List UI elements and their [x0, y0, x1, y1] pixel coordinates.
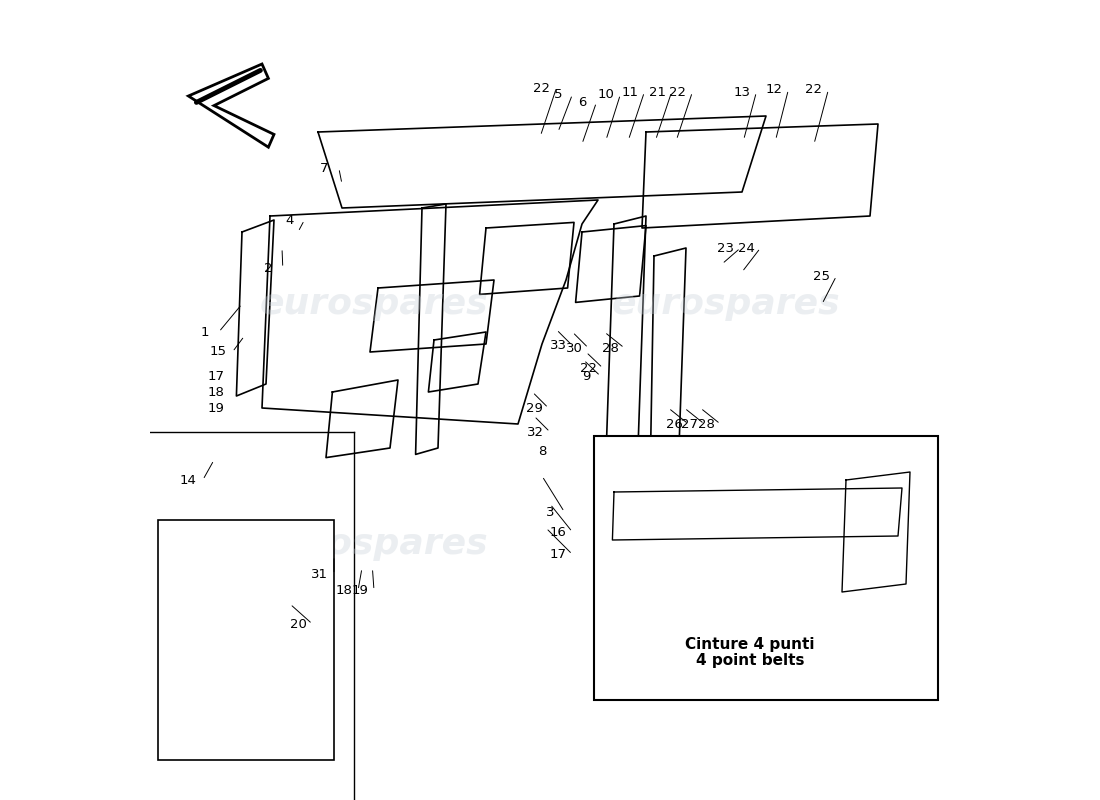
Text: 22: 22 [534, 82, 550, 94]
Text: 26: 26 [666, 418, 682, 430]
Text: 14: 14 [180, 474, 197, 486]
Text: 32: 32 [527, 426, 544, 438]
Text: Cinture 4 punti: Cinture 4 punti [685, 637, 815, 651]
Text: 16: 16 [550, 526, 566, 538]
Text: 20: 20 [289, 618, 307, 630]
Bar [158, 520, 334, 760]
Text: 24: 24 [738, 242, 755, 254]
Text: 21: 21 [649, 86, 666, 98]
Bar [594, 436, 938, 700]
Text: 31: 31 [311, 568, 328, 581]
Polygon shape [188, 64, 274, 147]
Text: 28: 28 [602, 342, 618, 354]
Text: 7: 7 [320, 162, 329, 174]
Text: eurospares: eurospares [612, 527, 840, 561]
Text: 22: 22 [670, 86, 686, 98]
Text: 2: 2 [264, 262, 273, 274]
Text: 6: 6 [578, 96, 586, 109]
Text: 15: 15 [209, 346, 227, 358]
Text: 12: 12 [766, 83, 782, 96]
Text: 10: 10 [597, 88, 615, 101]
Text: 17: 17 [207, 370, 224, 382]
Text: 19: 19 [207, 402, 224, 414]
Text: 27: 27 [682, 418, 698, 430]
Text: eurospares: eurospares [260, 287, 488, 321]
Text: 18: 18 [336, 584, 352, 597]
Text: 13: 13 [734, 86, 750, 98]
Text: 5: 5 [553, 88, 562, 101]
Text: 19: 19 [351, 584, 369, 597]
Text: 33: 33 [550, 339, 566, 352]
Text: 4 point belts: 4 point belts [695, 653, 804, 667]
Text: 28: 28 [697, 418, 714, 430]
Text: 29: 29 [526, 402, 542, 414]
Text: 3: 3 [546, 506, 554, 518]
Text: 30: 30 [565, 342, 582, 354]
Text: 1: 1 [200, 326, 209, 338]
Text: 18: 18 [207, 386, 224, 398]
Text: 25: 25 [814, 270, 830, 282]
Text: 9: 9 [582, 370, 591, 382]
Text: 11: 11 [621, 86, 638, 98]
Text: 22: 22 [805, 83, 823, 96]
Text: 23: 23 [717, 242, 735, 254]
Text: 22: 22 [580, 362, 597, 374]
Text: eurospares: eurospares [260, 527, 488, 561]
Text: 4: 4 [286, 214, 294, 226]
Text: 17: 17 [550, 548, 566, 561]
Text: eurospares: eurospares [612, 287, 840, 321]
Text: 8: 8 [538, 446, 547, 458]
